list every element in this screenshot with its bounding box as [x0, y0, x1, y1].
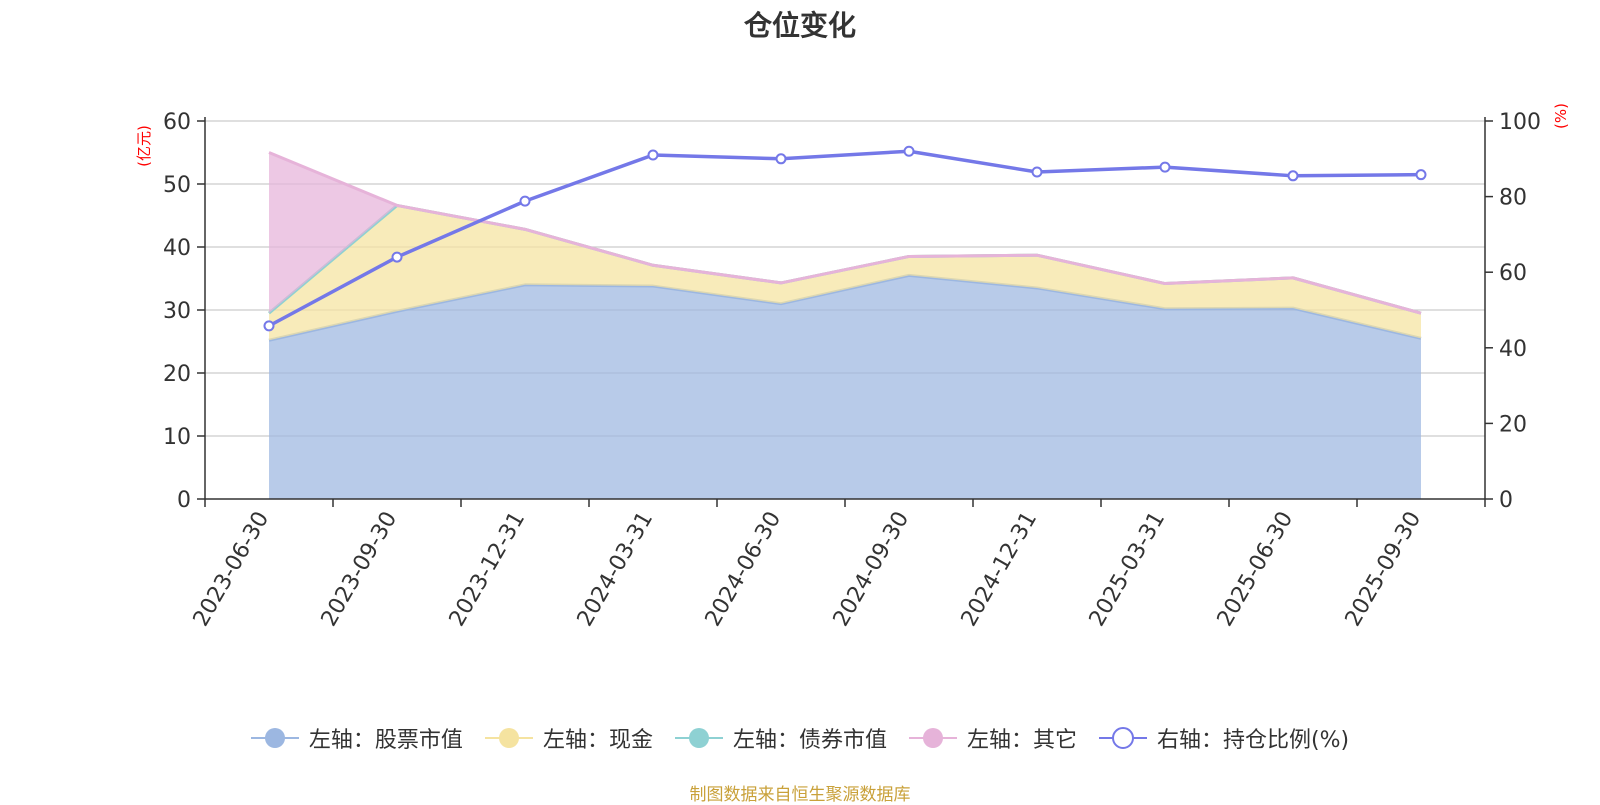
x-axis-tick-label: 2024-12-31 — [957, 508, 1043, 631]
legend-label-ratio: 右轴：持仓比例(%) — [1156, 728, 1350, 753]
ratio-point — [1287, 170, 1299, 182]
x-axis-tick-label: 2024-09-30 — [829, 508, 915, 631]
chart-title: 仓位变化 — [743, 9, 856, 42]
left-axis-tick-label: 30 — [163, 299, 191, 324]
ratio-point — [1031, 166, 1043, 178]
legend-label-bond: 左轴：债券市值 — [732, 728, 887, 753]
legend-item-ratio[interactable]: 右轴：持仓比例(%) — [1098, 722, 1350, 754]
ratio-point — [263, 320, 275, 332]
legend-label-cash: 左轴：现金 — [542, 728, 653, 753]
ratio-line — [268, 149, 1422, 328]
x-axis-tick-label: 2024-06-30 — [701, 508, 787, 631]
x-axis-tick-label: 2023-06-30 — [189, 508, 275, 631]
x-axis-tick-label: 2023-09-30 — [317, 508, 403, 631]
right-axis-tick-label: 100 — [1499, 110, 1541, 135]
legend-item-cash[interactable]: 左轴：现金 — [484, 722, 653, 754]
legend-marker-ratio — [1098, 727, 1147, 749]
ratio-point — [903, 145, 915, 157]
right-axis-tick-label: 80 — [1499, 186, 1527, 211]
left-axis-tick-label: 10 — [163, 425, 191, 450]
left-axis-tick-label: 50 — [163, 173, 191, 198]
legend: 左轴：股票市值 左轴：现金 左轴：债券市值 左轴：其它 右轴：持仓比例(%) — [0, 722, 1600, 754]
x-axis-tick-label: 2023-12-31 — [445, 508, 531, 631]
x-axis-tick-label: 2024-03-31 — [573, 508, 659, 631]
left-axis-tick-label: 40 — [163, 236, 191, 261]
right-axis-tick-label: 20 — [1499, 412, 1527, 437]
legend-label-stock: 左轴：股票市值 — [308, 728, 463, 753]
legend-item-bond[interactable]: 左轴：债券市值 — [674, 722, 887, 754]
legend-marker-bond — [674, 728, 723, 748]
right-axis-unit: (%) — [1552, 103, 1570, 129]
left-axis-tick-label: 20 — [163, 362, 191, 387]
area-stock — [269, 275, 1421, 499]
right-axis-tick-label: 0 — [1499, 488, 1513, 513]
area-line-other — [268, 151, 1422, 315]
right-axis-tick-label: 40 — [1499, 337, 1527, 362]
legend-marker-other — [908, 728, 957, 748]
ratio-point — [1159, 161, 1171, 173]
legend-label-other: 左轴：其它 — [966, 728, 1077, 753]
right-axis-tick-label: 60 — [1499, 261, 1527, 286]
left-axis-unit: (亿元) — [135, 125, 153, 167]
data-source-note: 制图数据来自恒生聚源数据库 — [689, 785, 911, 805]
ratio-point — [391, 251, 403, 263]
legend-item-other[interactable]: 左轴：其它 — [908, 722, 1077, 754]
left-axis-tick-label: 0 — [177, 488, 191, 513]
legend-marker-stock — [250, 728, 299, 748]
position-change-chart: 0 10 20 30 40 50 60 0 20 40 60 80 100 2023-06-30 2023-… — [135, 103, 1570, 631]
x-axis-tick-label: 2025-03-31 — [1085, 508, 1171, 631]
legend-item-stock[interactable]: 左轴：股票市值 — [250, 722, 463, 754]
ratio-point — [519, 195, 531, 207]
legend-marker-cash — [484, 728, 533, 748]
ratio-point — [1415, 169, 1427, 181]
left-axis-tick-label: 60 — [163, 110, 191, 135]
x-axis-tick-label: 2025-06-30 — [1213, 508, 1299, 631]
ratio-point — [775, 153, 787, 165]
ratio-point — [647, 149, 659, 161]
x-axis-tick-label: 2025-09-30 — [1341, 508, 1427, 631]
